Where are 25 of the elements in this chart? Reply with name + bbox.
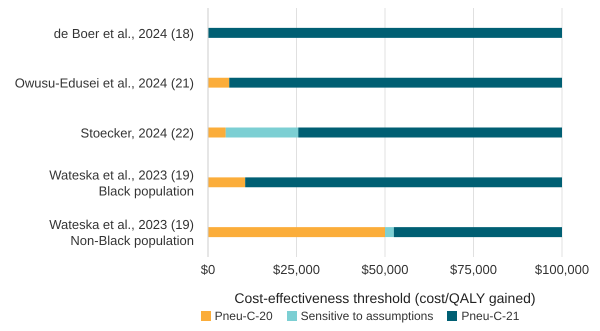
y-tick-label: Owusu-Edusei et al., 2024 (21): [14, 75, 194, 90]
bar: [394, 227, 562, 238]
x-axis-title: Cost-effectiveness threshold (cost/QALY gained): [234, 290, 536, 306]
x-tick-label: $50,000: [362, 262, 408, 278]
bar: [245, 177, 562, 188]
bar: [208, 177, 246, 188]
bar: [385, 227, 394, 238]
legend-label: Sensitive to assumptions: [300, 309, 434, 323]
bar: [298, 128, 562, 138]
y-tick-label: Wateska et al., 2023 (19) Black population: [49, 166, 194, 198]
bar: [229, 78, 562, 88]
bar: [208, 78, 230, 88]
bar: [226, 128, 298, 138]
x-tick-label: $0: [200, 262, 216, 278]
legend-label: Pneu-C-21: [460, 309, 520, 323]
x-tick-label: $100,000: [534, 262, 590, 278]
y-tick-label: Wateska et al., 2023 (19) Non-Black population: [49, 216, 194, 248]
x-tick-label: $25,000: [273, 262, 320, 278]
x-tick-label: $75,000: [450, 262, 497, 278]
bar: [208, 28, 562, 38]
y-tick-label: Stoecker, 2024 (22): [80, 125, 194, 140]
y-tick-label: de Boer et al., 2024 (18): [54, 25, 194, 40]
bar: [208, 128, 226, 138]
bar: [208, 227, 385, 238]
legend-label: Pneu-C-20: [214, 309, 273, 323]
